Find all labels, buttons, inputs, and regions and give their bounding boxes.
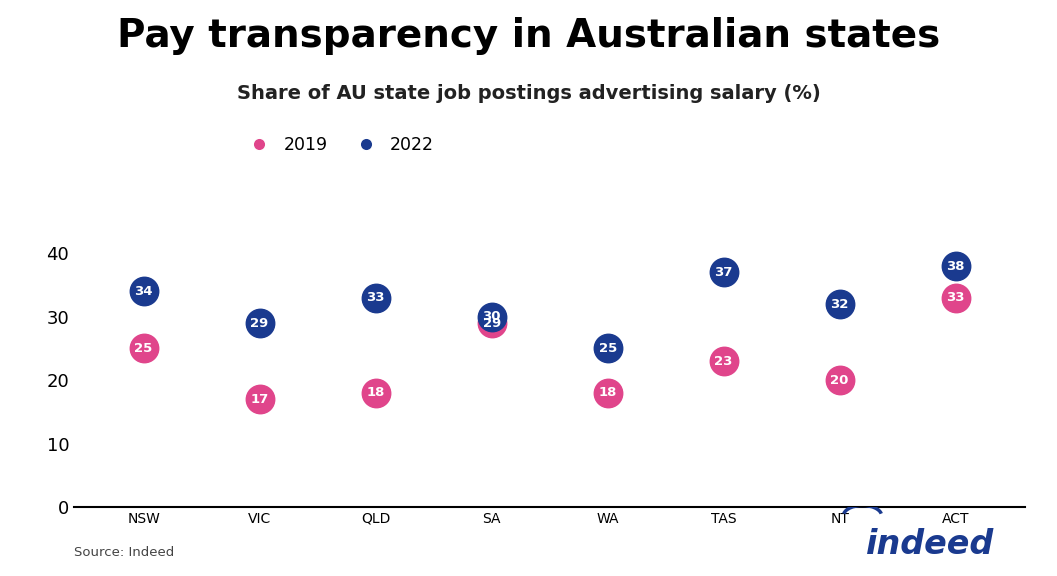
Point — [483, 319, 500, 328]
Text: 33: 33 — [946, 291, 965, 304]
Text: 33: 33 — [367, 291, 385, 304]
Point — [367, 293, 384, 302]
Text: Pay transparency in Australian states: Pay transparency in Australian states — [117, 17, 940, 55]
Point — [252, 319, 268, 328]
Text: 38: 38 — [946, 260, 965, 272]
Text: 37: 37 — [715, 266, 733, 279]
Text: 17: 17 — [251, 393, 268, 406]
Point — [599, 388, 616, 397]
Point — [252, 395, 268, 404]
Text: Share of AU state job postings advertising salary (%): Share of AU state job postings advertisi… — [237, 84, 820, 103]
Point — [367, 388, 384, 397]
Text: 34: 34 — [134, 285, 153, 298]
Text: indeed: indeed — [866, 528, 995, 561]
Text: 29: 29 — [482, 317, 501, 329]
Point — [831, 376, 848, 385]
Text: 23: 23 — [715, 355, 733, 367]
Point — [135, 344, 152, 353]
Point — [483, 312, 500, 321]
Point — [599, 344, 616, 353]
Legend: 2019, 2022: 2019, 2022 — [235, 129, 441, 161]
Point — [716, 268, 733, 277]
Text: Source: Indeed: Source: Indeed — [74, 545, 174, 559]
Point — [831, 300, 848, 309]
Point — [716, 357, 733, 366]
Text: 25: 25 — [598, 342, 617, 355]
Text: 18: 18 — [598, 386, 617, 399]
Text: 18: 18 — [367, 386, 385, 399]
Text: 30: 30 — [482, 310, 501, 323]
Point — [947, 262, 964, 271]
Point — [947, 293, 964, 302]
Text: 20: 20 — [831, 374, 849, 386]
Text: 32: 32 — [831, 298, 849, 310]
Text: 29: 29 — [251, 317, 268, 329]
Point — [135, 287, 152, 296]
Text: 25: 25 — [134, 342, 152, 355]
